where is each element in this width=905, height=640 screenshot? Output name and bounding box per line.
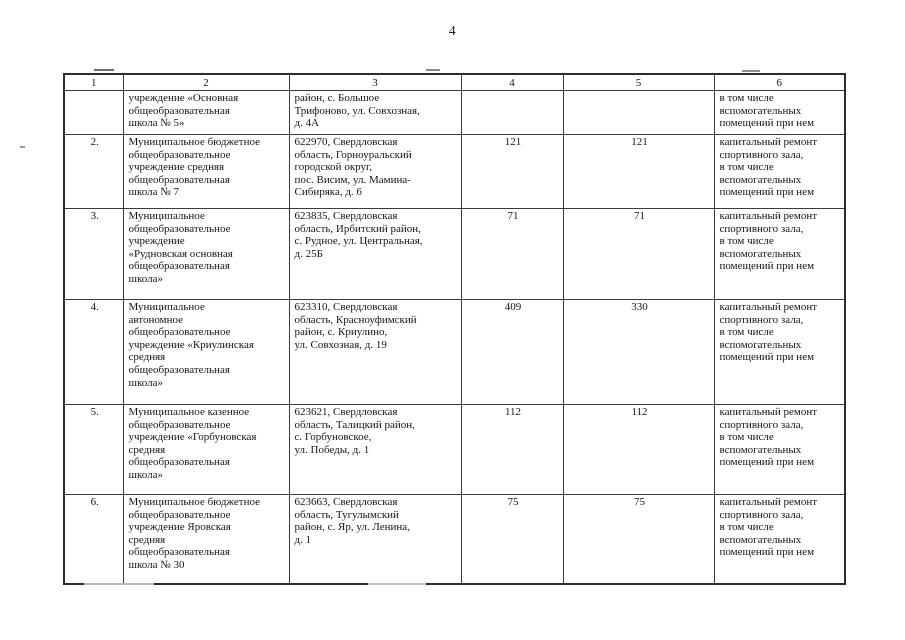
cell-school-name: Муниципальное бюджетное общеобразователь… xyxy=(122,134,290,209)
table-row: учреждение «Основная общеобразовательная… xyxy=(63,90,846,135)
cell-number: 3. xyxy=(63,208,124,300)
table-row: 5. Муниципальное казенное общеобразовате… xyxy=(63,404,846,495)
table-row: 4. Муниципальное автономное общеобразова… xyxy=(63,299,846,405)
scan-artifact xyxy=(20,146,25,148)
cell-col4-value: 121 xyxy=(460,134,564,209)
cell-address: район, с. Большое Трифоново, ул. Совхозн… xyxy=(288,90,462,135)
cell-col4-value xyxy=(460,90,564,135)
cell-col4-value: 112 xyxy=(460,404,564,495)
cell-number: 6. xyxy=(63,494,124,584)
cell-works: капитальный ремонт спортивного зала, в т… xyxy=(713,494,846,584)
cell-works: капитальный ремонт спортивного зала, в т… xyxy=(713,208,846,300)
scan-artifact xyxy=(94,69,114,71)
cell-address: 623621, Свердловская область, Талицкий р… xyxy=(288,404,462,495)
cell-col4-value: 75 xyxy=(460,494,564,584)
cell-col4-value: 409 xyxy=(460,299,564,405)
cell-school-name: Муниципальное общеобразовательное учрежд… xyxy=(122,208,290,300)
cell-number: 5. xyxy=(63,404,124,495)
cell-number xyxy=(63,90,124,135)
table-row: 2. Муниципальное бюджетное общеобразоват… xyxy=(63,134,846,209)
cell-col5-value: 112 xyxy=(562,404,715,495)
schools-table: 1 2 3 4 5 6 учреждение «Основная общеобр… xyxy=(63,73,846,585)
header-col-4: 4 xyxy=(460,73,564,91)
cell-col5-value: 71 xyxy=(562,208,715,300)
cell-school-name: Муниципальное бюджетное общеобразователь… xyxy=(122,494,290,584)
header-col-6: 6 xyxy=(713,73,846,91)
cell-works: капитальный ремонт спортивного зала, в т… xyxy=(713,299,846,405)
cell-number: 2. xyxy=(63,134,124,209)
header-col-5: 5 xyxy=(562,73,715,91)
cell-col5-value: 121 xyxy=(562,134,715,209)
cell-works: в том числе вспомогательных помещений пр… xyxy=(713,90,846,135)
cell-school-name: Муниципальное казенное общеобразовательн… xyxy=(122,404,290,495)
table-header-row: 1 2 3 4 5 6 xyxy=(63,73,846,91)
cell-col5-value: 330 xyxy=(562,299,715,405)
header-col-2: 2 xyxy=(122,73,290,91)
cell-address: 623835, Свердловская область, Ирбитский … xyxy=(288,208,462,300)
scan-artifact xyxy=(742,70,760,72)
page-number: 4 xyxy=(448,23,457,38)
scan-artifact xyxy=(426,69,440,71)
cell-address: 622970, Свердловская область, Горноураль… xyxy=(288,134,462,209)
table-row: 6. Муниципальное бюджетное общеобразоват… xyxy=(63,494,846,584)
cell-col5-value xyxy=(562,90,715,135)
cell-school-name: учреждение «Основная общеобразовательная… xyxy=(122,90,290,135)
cell-col5-value: 75 xyxy=(562,494,715,584)
cell-number: 4. xyxy=(63,299,124,405)
cell-school-name: Муниципальное автономное общеобразовател… xyxy=(122,299,290,405)
cell-works: капитальный ремонт спортивного зала, в т… xyxy=(713,134,846,209)
cell-address: 623310, Свердловская область, Красноуфим… xyxy=(288,299,462,405)
cell-col4-value: 71 xyxy=(460,208,564,300)
table-row: 3. Муниципальное общеобразовательное учр… xyxy=(63,208,846,300)
header-col-1: 1 xyxy=(63,73,124,91)
cell-works: капитальный ремонт спортивного зала, в т… xyxy=(713,404,846,495)
cell-address: 623663, Свердловская область, Тугулымски… xyxy=(288,494,462,584)
header-col-3: 3 xyxy=(288,73,462,91)
